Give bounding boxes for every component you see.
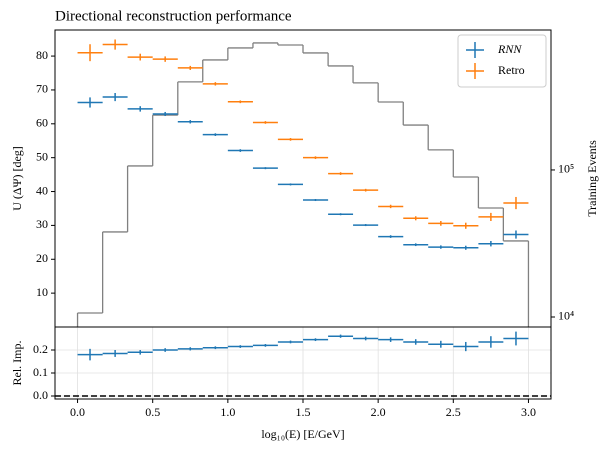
y-tick-label: 80 [36, 48, 48, 62]
y-tick-label: 30 [36, 217, 48, 231]
x-tick-label: 1.5 [296, 405, 311, 419]
y-tick-label: 0.2 [33, 342, 48, 356]
y2-tick-label: 10⁴ [558, 309, 574, 323]
legend-box [457, 34, 547, 88]
y-tick-label: 70 [36, 82, 48, 96]
y-tick-label: 10 [36, 285, 48, 299]
legend-label: RNN [497, 42, 522, 56]
legend-label: Retro [498, 63, 525, 77]
y-tick-label: 20 [36, 251, 48, 265]
y-tick-label: 50 [36, 149, 48, 163]
y-tick-label: 0.1 [33, 365, 48, 379]
chart-title: Directional reconstruction performance [55, 8, 292, 24]
x-tick-label: 3.0 [521, 405, 536, 419]
x-axis-label: log₁₀(E) [E/GeV] [261, 427, 344, 441]
y-tick-label: 0.0 [33, 388, 48, 402]
x-tick-label: 0.0 [70, 405, 85, 419]
y-axis-label: Rel. Imp. [10, 341, 24, 386]
y2-axis-label: Training Events [585, 140, 599, 217]
y-tick-label: 40 [36, 183, 48, 197]
y-axis-label: U (ΔΨ) [deg] [10, 146, 24, 211]
y-tick-label: 60 [36, 116, 48, 130]
x-tick-label: 2.0 [371, 405, 386, 419]
x-tick-label: 2.5 [446, 405, 461, 419]
y2-tick-label: 10⁵ [558, 162, 574, 176]
x-tick-label: 0.5 [145, 405, 160, 419]
x-tick-label: 1.0 [220, 405, 235, 419]
